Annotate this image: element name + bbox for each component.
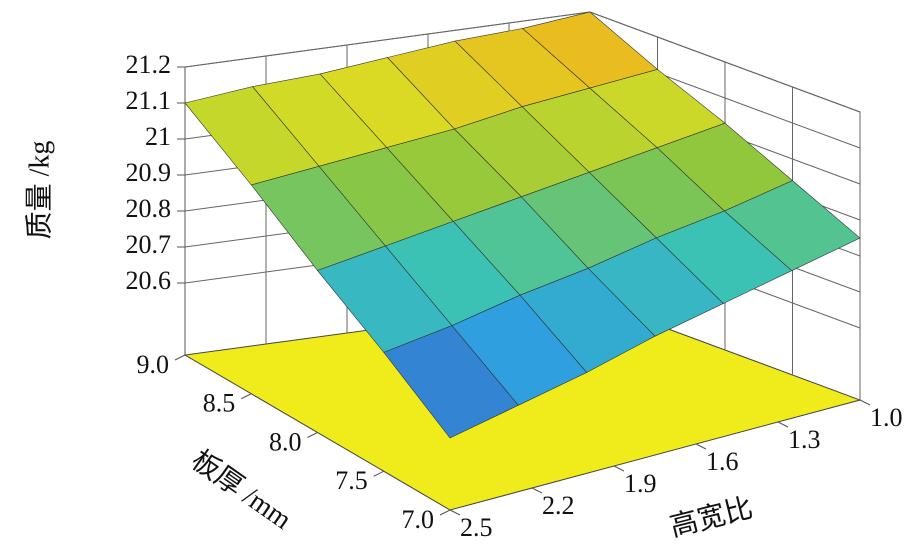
y-tick-label: 8.0	[269, 427, 302, 456]
y-tick-label: 9.0	[137, 350, 170, 379]
x-tick-label: 1.9	[624, 469, 657, 498]
y-tick-label: 8.5	[203, 389, 236, 418]
y-tick	[439, 509, 451, 516]
y-tick	[174, 354, 186, 361]
x-tick-label: 1.6	[706, 447, 739, 476]
surface-patch	[383, 325, 519, 439]
y-axis-title: 板厚 /mm	[185, 444, 297, 536]
z-tick-label: 20.9	[126, 158, 172, 187]
z-tick-label: 20.7	[126, 230, 172, 259]
x-tick	[859, 399, 871, 406]
z-tick-label: 21	[145, 122, 171, 151]
z-tick-label: 21.2	[126, 50, 172, 79]
x-tick-label: 2.2	[542, 491, 575, 520]
z-axis-title: 质量 /kg	[23, 141, 55, 240]
z-tick-label: 20.6	[126, 266, 172, 295]
x-tick	[531, 487, 543, 494]
x-tick	[449, 509, 461, 516]
z-tick-label: 21.1	[126, 86, 172, 115]
x-axis-title: 高宽比	[667, 492, 756, 543]
y-tick	[373, 470, 384, 477]
z-tick-label: 20.8	[126, 194, 172, 223]
y-tick-label: 7.5	[335, 466, 368, 495]
x-tick-label: 2.5	[460, 513, 493, 542]
y-tick-label: 7.0	[402, 505, 435, 534]
x-tick	[777, 421, 789, 428]
x-tick	[695, 443, 707, 450]
x-tick-label: 1.0	[870, 403, 903, 432]
x-tick-label: 1.3	[788, 425, 821, 454]
y-tick	[307, 432, 318, 438]
x-tick	[613, 465, 625, 472]
y-tick	[241, 393, 252, 400]
